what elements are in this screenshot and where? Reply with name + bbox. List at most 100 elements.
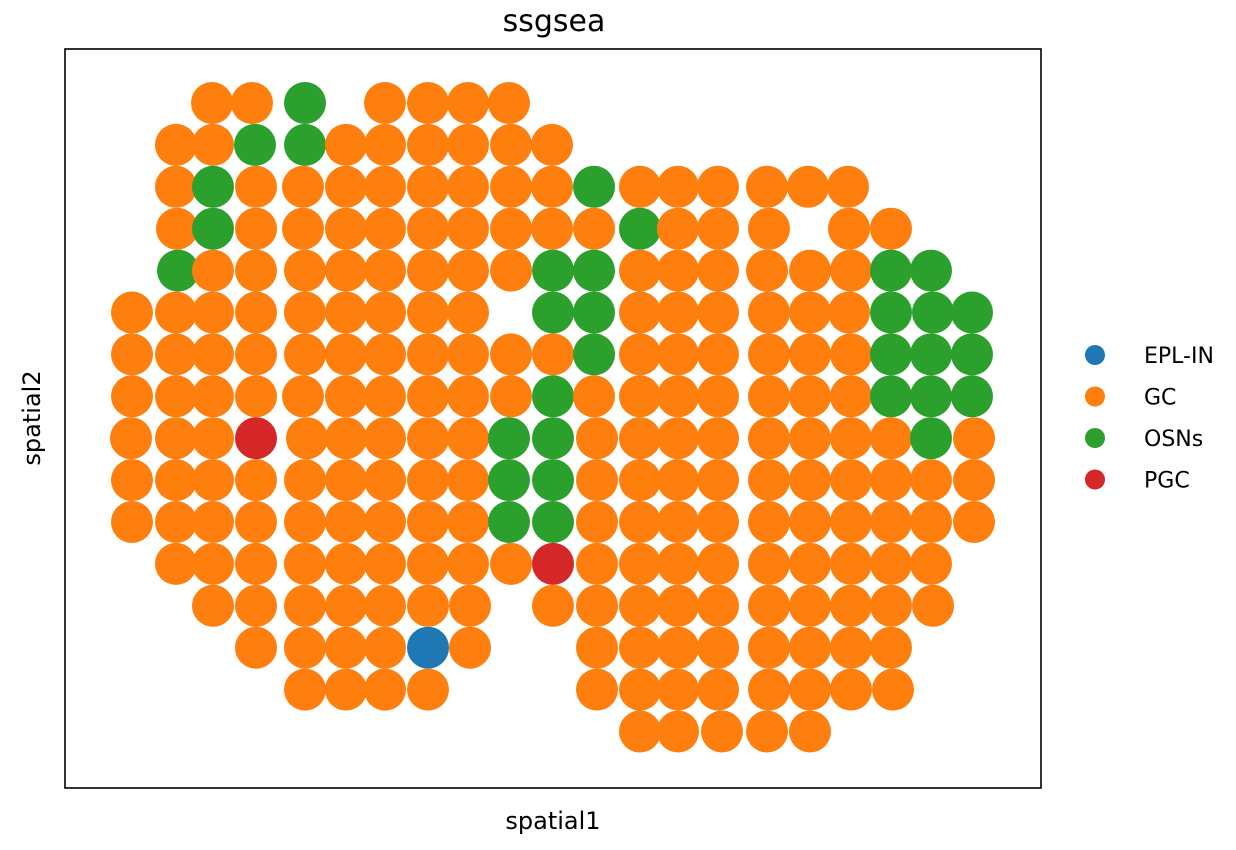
data-point-gc	[619, 165, 661, 208]
data-point-gc	[830, 249, 872, 292]
data-point-gc	[449, 626, 491, 669]
data-point-gc	[325, 542, 367, 585]
data-point-gc	[619, 501, 661, 543]
data-point-gc	[447, 459, 489, 502]
data-point-osns	[912, 291, 954, 334]
data-point-gc	[789, 333, 831, 376]
data-point-gc	[364, 82, 406, 124]
data-point-gc	[447, 249, 489, 292]
data-point-gc	[325, 501, 367, 543]
data-point-gc	[872, 668, 914, 711]
data-point-gc	[830, 626, 872, 669]
data-point-gc	[155, 123, 197, 166]
data-point-gc	[701, 710, 743, 753]
data-point-gc	[697, 542, 739, 585]
data-point-gc	[619, 459, 661, 502]
data-point-gc	[235, 249, 277, 292]
legend-label-osns: OSNs	[1144, 427, 1203, 452]
data-point-gc	[830, 333, 872, 376]
data-point-gc	[364, 459, 406, 502]
data-point-gc	[231, 82, 273, 124]
data-point-gc	[697, 375, 739, 418]
data-point-gc	[490, 207, 532, 250]
data-point-gc	[192, 333, 234, 376]
data-point-gc	[284, 249, 326, 292]
data-point-osns	[910, 333, 952, 376]
data-point-gc	[619, 375, 661, 418]
data-point-gc	[697, 333, 739, 376]
data-point-gc	[490, 249, 532, 292]
data-point-osns	[619, 207, 661, 250]
data-point-osns	[870, 375, 912, 418]
data-point-gc	[531, 165, 573, 208]
data-point-gc	[286, 417, 328, 460]
data-point-gc	[746, 710, 788, 753]
data-point-gc	[407, 165, 449, 208]
data-point-gc	[657, 249, 699, 292]
data-point-gc	[364, 249, 406, 292]
data-point-gc	[657, 584, 699, 627]
data-point-gc	[746, 165, 788, 208]
data-point-gc	[870, 584, 912, 627]
data-point-gc	[235, 542, 277, 585]
data-point-gc	[447, 165, 489, 208]
data-point-gc	[284, 333, 326, 376]
data-point-gc	[576, 459, 618, 502]
chart-title: ssgsea	[503, 4, 606, 39]
data-point-gc	[407, 584, 449, 627]
data-point-gc	[576, 542, 618, 585]
data-point-gc	[447, 207, 489, 250]
data-point-gc	[619, 542, 661, 585]
data-point-gc	[619, 417, 661, 460]
data-point-gc	[364, 542, 406, 585]
data-point-gc	[789, 459, 831, 502]
data-point-gc	[488, 82, 530, 124]
data-point-gc	[789, 668, 831, 711]
data-point-gc	[789, 375, 831, 418]
data-point-gc	[870, 542, 912, 585]
data-point-gc	[748, 501, 790, 543]
data-point-gc	[235, 626, 277, 669]
data-point-gc	[155, 375, 197, 418]
data-point-gc	[325, 668, 367, 711]
data-point-gc	[573, 375, 615, 418]
data-point-gc	[573, 207, 615, 250]
data-point-gc	[746, 249, 788, 292]
data-point-osns	[192, 165, 234, 208]
data-point-gc	[870, 459, 912, 502]
data-point-gc	[870, 626, 912, 669]
data-point-gc	[111, 501, 153, 543]
legend-label-pgc: PGC	[1144, 469, 1190, 494]
data-point-gc	[364, 333, 406, 376]
data-point-gc	[284, 626, 326, 669]
data-point-gc	[532, 333, 574, 376]
data-point-osns	[573, 291, 615, 334]
data-point-gc	[235, 207, 277, 250]
data-point-gc	[364, 165, 406, 208]
data-point-gc	[235, 333, 277, 376]
x-axis-label: spatial1	[505, 807, 600, 835]
legend-marker-gc	[1085, 386, 1105, 407]
data-point-gc	[828, 207, 870, 250]
data-point-gc	[531, 207, 573, 250]
data-point-gc	[827, 165, 869, 208]
data-point-osns	[951, 375, 993, 418]
data-point-osns	[870, 249, 912, 292]
data-point-gc	[910, 501, 952, 543]
data-point-epl-in	[407, 626, 449, 669]
legend-marker-pgc	[1085, 469, 1105, 490]
data-point-gc	[576, 668, 618, 711]
data-point-gc	[576, 626, 618, 669]
data-point-gc	[830, 542, 872, 585]
data-point-gc	[192, 584, 234, 627]
data-point-gc	[192, 123, 234, 166]
data-point-gc	[619, 584, 661, 627]
data-point-osns	[234, 123, 276, 166]
data-point-gc	[111, 291, 153, 334]
data-point-osns	[573, 249, 615, 292]
data-point-gc	[830, 501, 872, 543]
data-point-gc	[657, 459, 699, 502]
data-point-osns	[910, 417, 952, 460]
data-point-gc	[407, 82, 449, 124]
data-point-gc	[657, 165, 699, 208]
